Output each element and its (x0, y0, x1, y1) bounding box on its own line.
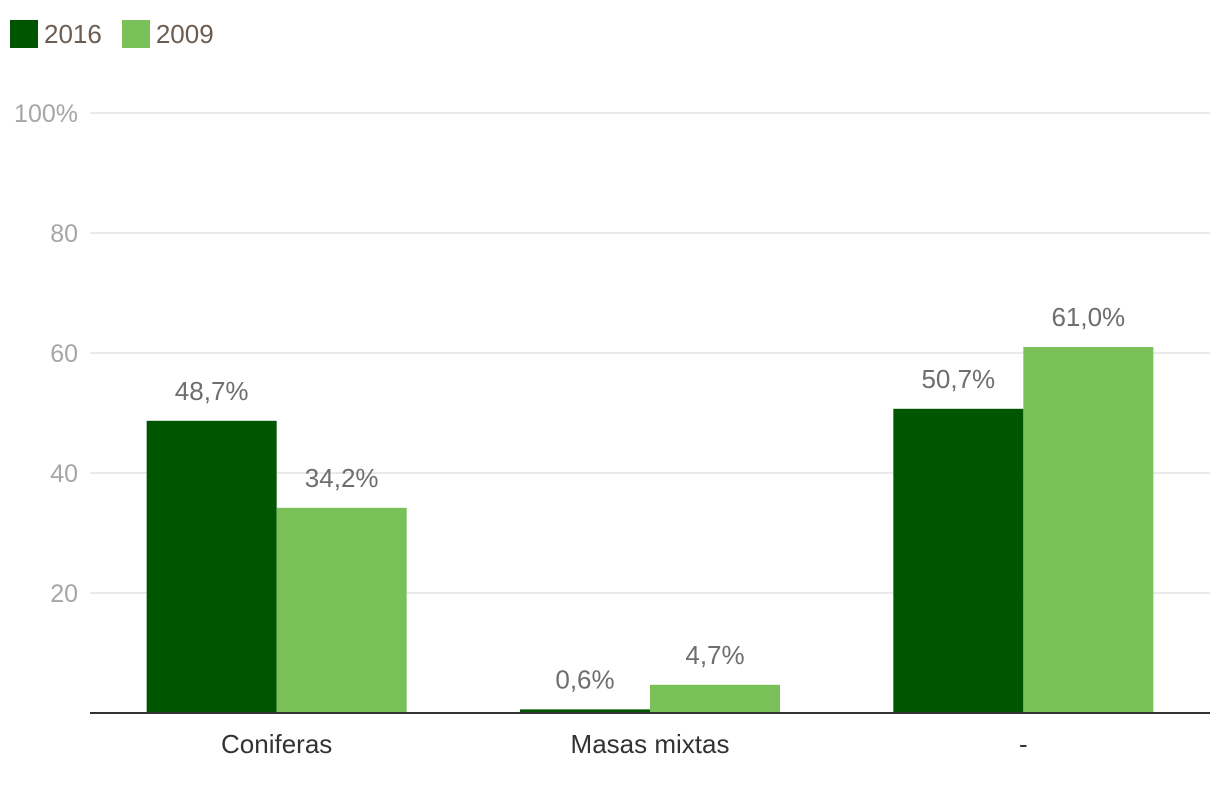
legend-item-2009: 2009 (121, 19, 214, 49)
bar (520, 709, 650, 713)
bar (1023, 347, 1154, 713)
y-tick-label: 100% (14, 100, 78, 128)
legend-swatch-2016 (10, 20, 38, 48)
legend-label-2016: 2016 (44, 19, 102, 49)
legend-label-2009: 2009 (155, 19, 214, 49)
y-tick-label: 40 (50, 460, 78, 488)
x-category-label: - (1019, 729, 1028, 759)
y-tick-label: 60 (50, 340, 78, 368)
legend-swatch-2009 (121, 20, 150, 48)
bar (893, 408, 1024, 713)
data-label: 0,6% (555, 664, 614, 694)
legend: 2016 2009 (10, 18, 234, 50)
bar (276, 507, 407, 713)
legend-item-2016: 2016 (10, 20, 102, 48)
bar (146, 420, 277, 713)
y-tick-label: 80 (50, 220, 78, 248)
y-tick-label: 20 (50, 580, 78, 608)
data-label: 48,7% (175, 376, 249, 406)
bar (650, 684, 780, 713)
data-label: 4,7% (685, 640, 744, 670)
data-label: 50,7% (921, 364, 995, 394)
data-label: 34,2% (305, 463, 379, 493)
x-category-label: Coniferas (221, 729, 332, 759)
data-label: 61,0% (1051, 302, 1125, 332)
x-category-label: Masas mixtas (571, 729, 730, 759)
